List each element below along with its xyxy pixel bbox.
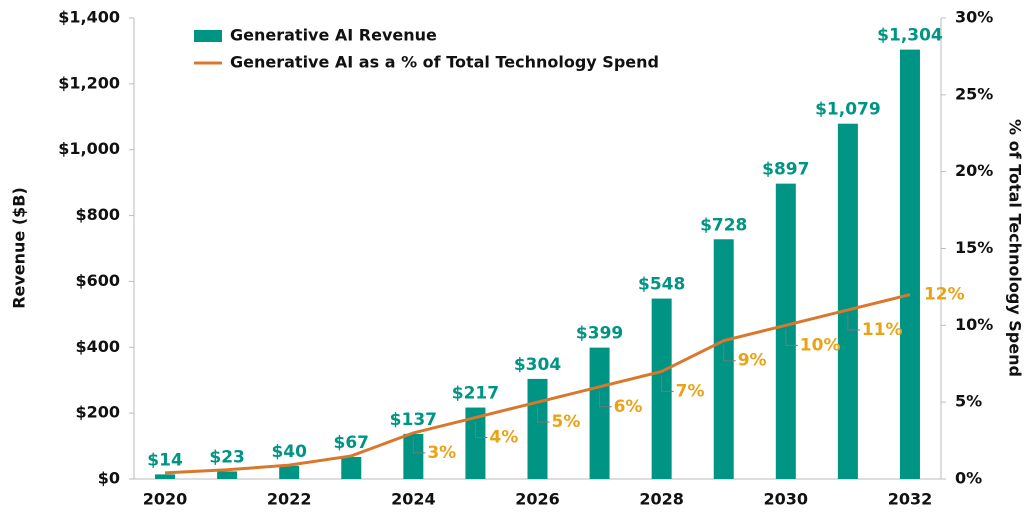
bar xyxy=(527,378,548,479)
line-value-label: 11% xyxy=(862,320,903,340)
x-tick-label: 2028 xyxy=(639,490,684,509)
bar xyxy=(589,347,610,479)
bar-value-label: $137 xyxy=(390,410,437,430)
line-value-label: 4% xyxy=(489,428,518,448)
bar-value-label: $14 xyxy=(147,450,183,470)
x-tick-label: 2026 xyxy=(515,490,560,509)
legend-label: Generative AI Revenue xyxy=(230,26,437,45)
label-leader xyxy=(474,421,488,439)
bar-value-label: $1,079 xyxy=(815,100,881,120)
bar xyxy=(837,123,858,479)
legend-label: Generative AI as a % of Total Technology… xyxy=(230,53,659,72)
label-leader xyxy=(847,313,860,331)
bar xyxy=(341,456,362,479)
bar xyxy=(465,407,486,479)
x-tick-label: 2030 xyxy=(764,490,809,509)
bar-value-label: $897 xyxy=(762,160,809,180)
x-tick-label: 2024 xyxy=(391,490,436,509)
y2-tick-label: 5% xyxy=(955,392,982,411)
bar xyxy=(403,433,424,479)
y-tick-label: $400 xyxy=(75,337,120,356)
y-tick-label: $0 xyxy=(98,469,120,488)
line-value-label: 12% xyxy=(924,285,965,305)
bar xyxy=(217,471,238,479)
bar-value-label: $1,304 xyxy=(877,26,943,46)
y2-tick-label: 0% xyxy=(955,469,982,488)
bar xyxy=(899,49,920,480)
y2-tick-label: 15% xyxy=(955,238,993,257)
label-leader xyxy=(599,390,612,408)
x-tick-label: 2022 xyxy=(267,490,312,509)
y-tick-label: $1,400 xyxy=(58,8,120,27)
y2-tick-label: 10% xyxy=(955,315,993,334)
bar-value-label: $67 xyxy=(334,433,370,453)
y-tick-label: $1,200 xyxy=(58,73,120,92)
x-tick-label: 2032 xyxy=(888,490,933,509)
label-leader xyxy=(661,375,674,392)
line-value-label: 5% xyxy=(552,412,581,432)
y-tick-label: $200 xyxy=(75,403,120,422)
label-leader xyxy=(537,406,550,423)
y-axis-label: Revenue ($B) xyxy=(10,187,29,309)
y-tick-label: $800 xyxy=(75,205,120,224)
bar-value-label: $23 xyxy=(209,447,245,467)
line-value-label: 10% xyxy=(800,335,841,355)
bar-value-label: $728 xyxy=(700,215,747,235)
bar xyxy=(155,474,176,479)
bar-value-label: $548 xyxy=(638,275,685,295)
x-tick-label: 2020 xyxy=(143,490,188,509)
y-tick-label: $1,000 xyxy=(58,139,120,158)
bar-value-label: $304 xyxy=(514,355,561,375)
line-value-label: 6% xyxy=(614,397,643,417)
line-value-label: 9% xyxy=(738,351,767,371)
y2-tick-label: 25% xyxy=(955,84,993,103)
line-value-label: 7% xyxy=(676,381,705,401)
label-leader xyxy=(785,329,798,346)
line-value-label: 3% xyxy=(427,443,456,463)
line xyxy=(164,293,911,475)
bar-value-label: $217 xyxy=(452,384,499,404)
bar-value-label: $40 xyxy=(271,442,307,462)
bar-value-label: $399 xyxy=(576,324,623,344)
bar xyxy=(279,465,300,479)
y-tick-label: $600 xyxy=(75,271,120,290)
label-leader xyxy=(412,436,426,454)
label-leader xyxy=(723,344,736,362)
y2-axis-label: % of Total Technology Spend xyxy=(1006,119,1025,377)
legend-swatch xyxy=(194,30,222,42)
y2-tick-label: 20% xyxy=(955,161,993,180)
y2-tick-label: 30% xyxy=(955,8,993,27)
